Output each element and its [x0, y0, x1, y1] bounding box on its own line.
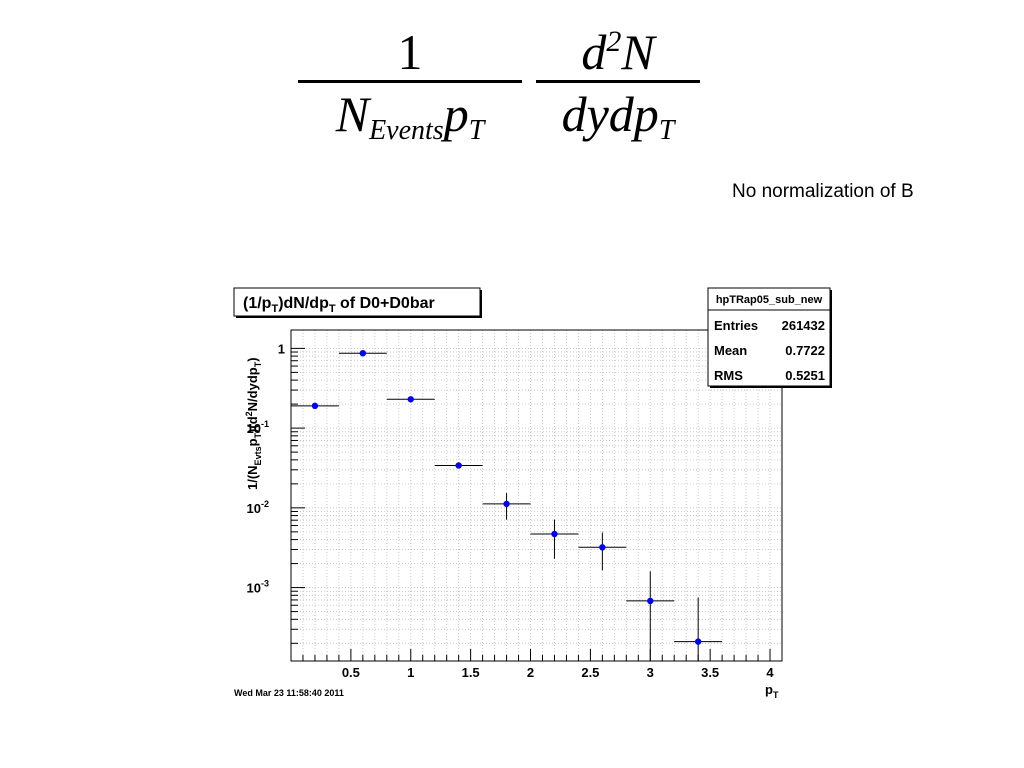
y-tick-label: 10-2 — [247, 499, 269, 516]
data-marker — [455, 462, 462, 469]
data-point — [626, 571, 675, 661]
plot-title: (1/pT)dN/dpT of D0+D0bar — [243, 295, 435, 315]
formula-symbol-N: N — [335, 86, 370, 142]
formula-subscript-events: Events — [369, 115, 444, 146]
formula-symbol-p: p — [443, 86, 469, 142]
data-point — [291, 402, 339, 410]
formula-symbol-N2: N — [621, 24, 655, 80]
data-marker — [503, 500, 510, 508]
formula-fraction-2: d2N dydpT — [536, 8, 700, 155]
x-tick-label: 3 — [647, 665, 654, 680]
data-point — [530, 519, 579, 559]
stats-value-rms: 0.5251 — [785, 368, 825, 383]
y-tick-label: 10-3 — [247, 579, 269, 596]
x-tick-label: 1 — [407, 665, 414, 680]
x-tick-label: 0.5 — [342, 665, 360, 680]
data-marker — [359, 349, 367, 357]
formula-denominator-2: dydpT — [536, 83, 700, 155]
plot-grid — [291, 330, 782, 661]
x-axis-label: pT — [765, 682, 779, 700]
data-point — [482, 493, 531, 520]
x-tick-label: 1.5 — [462, 665, 480, 680]
data-point — [338, 349, 387, 357]
formula-fraction-1: 1 NEventspT — [298, 8, 522, 155]
x-tick-label: 3.5 — [701, 665, 719, 680]
timestamp: Wed Mar 23 11:58:40 2011 — [234, 688, 344, 698]
stats-label-entries: Entries — [714, 318, 758, 333]
plot-title-box: (1/pT)dN/dpT of D0+D0bar — [233, 287, 482, 318]
formula-denominator-1: NEventspT — [298, 83, 522, 155]
fraction-bar — [298, 80, 522, 83]
y-axis-label: 1/(NEvtspT)(d2N/dydpT) — [244, 357, 263, 490]
y-tick-label: 1 — [278, 341, 285, 356]
data-point — [674, 597, 723, 661]
stats-value-mean: 0.7722 — [785, 343, 825, 358]
stats-label-rms: RMS — [714, 368, 743, 383]
data-points — [291, 349, 723, 661]
stats-label-mean: Mean — [714, 343, 747, 358]
x-tick-label: 4 — [766, 665, 774, 680]
normalization-note: No normalization of B — [732, 181, 914, 202]
x-axis: 0.5 1 1.5 2 2.5 3 3.5 4 — [302, 649, 774, 680]
formula-subscript-T: T — [468, 115, 485, 146]
formula-subscript-T2: T — [658, 115, 675, 146]
data-marker — [694, 638, 702, 645]
data-point — [434, 462, 483, 469]
formula-numerator-2: d2N — [536, 8, 700, 80]
fraction-bar — [536, 80, 700, 83]
data-point — [578, 532, 627, 571]
stats-histogram-name: hpTRap05_sub_new — [716, 294, 823, 306]
normalization-formula: 1 NEventspT d2N dydpT — [290, 8, 710, 168]
data-marker — [551, 530, 558, 538]
formula-symbol-dydp: dydp — [561, 86, 659, 142]
data-marker — [407, 396, 414, 403]
data-point — [386, 396, 435, 403]
data-marker — [311, 402, 319, 410]
formula-superscript-2: 2 — [606, 25, 622, 58]
x-tick-label: 2.5 — [581, 665, 599, 680]
formula-symbol-d: d — [581, 24, 607, 80]
data-marker — [599, 544, 606, 551]
x-tick-label: 2 — [527, 665, 534, 680]
data-marker — [647, 597, 654, 605]
stats-box: hpTRap05_sub_new Entries 261432 Mean 0.7… — [707, 287, 832, 388]
stats-value-entries: 261432 — [782, 318, 825, 333]
plot-frame — [290, 329, 783, 662]
formula-numerator-1: 1 — [397, 24, 423, 80]
